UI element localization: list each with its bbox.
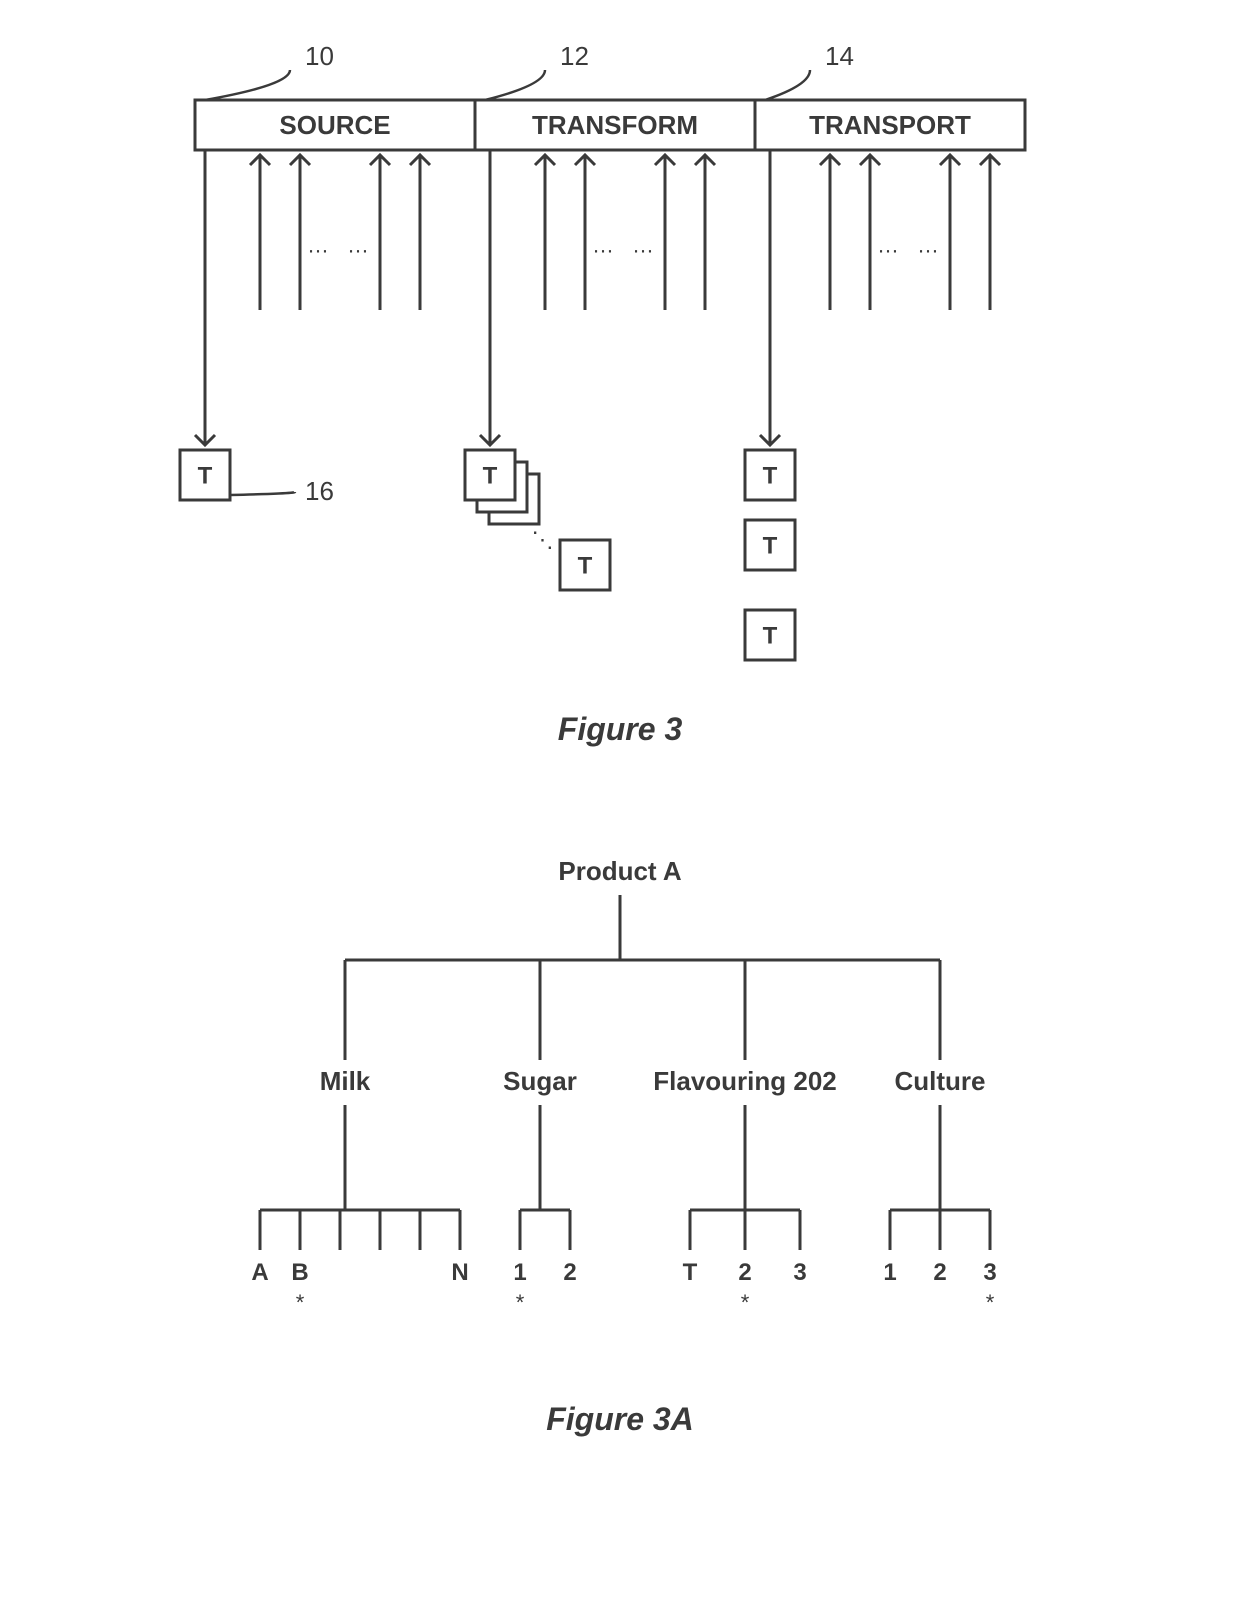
tree-leaf-label: B xyxy=(291,1259,308,1286)
ellipsis: … xyxy=(917,233,943,258)
header-section-label: SOURCE xyxy=(279,110,390,140)
t-box-label: T xyxy=(763,462,778,489)
star-marker: * xyxy=(741,1290,750,1315)
header-section-label: TRANSPORT xyxy=(809,110,971,140)
tree-leaf-label: 1 xyxy=(513,1259,526,1286)
ellipsis: … xyxy=(307,233,333,258)
tree-leaf-label: 2 xyxy=(738,1259,751,1286)
header-section-label: TRANSFORM xyxy=(532,110,698,140)
star-marker: * xyxy=(986,1290,995,1315)
tree-leaf-label: 3 xyxy=(983,1259,996,1286)
star-marker: * xyxy=(516,1290,525,1315)
tree-leaf-label: 2 xyxy=(563,1259,576,1286)
tree-leaf-label: N xyxy=(451,1259,468,1286)
t-box-label: T xyxy=(763,532,778,559)
tree-leaf-label: 1 xyxy=(883,1259,896,1286)
star-marker: * xyxy=(296,1290,305,1315)
ellipsis: … xyxy=(632,233,658,258)
tree-node-label: Milk xyxy=(320,1066,371,1096)
t-box-label: T xyxy=(483,462,498,489)
t-box-label: T xyxy=(198,462,213,489)
tree-root-label: Product A xyxy=(558,856,681,886)
ref-label: 10 xyxy=(305,41,334,71)
tree-node-label: Flavouring 202 xyxy=(653,1066,837,1096)
tree-leaf-label: A xyxy=(251,1259,268,1286)
ref-label: 12 xyxy=(560,41,589,71)
ref-label: 14 xyxy=(825,41,854,71)
tree-node-label: Culture xyxy=(895,1066,986,1096)
figure-caption: Figure 3A xyxy=(546,1401,694,1437)
t-box-label: T xyxy=(578,552,593,579)
ellipsis: ⋱ xyxy=(532,527,558,552)
figure-caption: Figure 3 xyxy=(558,711,683,747)
ellipsis: … xyxy=(347,233,373,258)
tree-leaf-label: T xyxy=(683,1259,698,1286)
ellipsis: … xyxy=(592,233,618,258)
tree-leaf-label: 3 xyxy=(793,1259,806,1286)
t-box-label: T xyxy=(763,622,778,649)
ref-label: 16 xyxy=(305,476,334,506)
tree-node-label: Sugar xyxy=(503,1066,577,1096)
diagram-canvas: 10121416SOURCETRANSFORMTRANSPORT………………TT… xyxy=(0,0,1240,1608)
ellipsis: … xyxy=(877,233,903,258)
tree-leaf-label: 2 xyxy=(933,1259,946,1286)
